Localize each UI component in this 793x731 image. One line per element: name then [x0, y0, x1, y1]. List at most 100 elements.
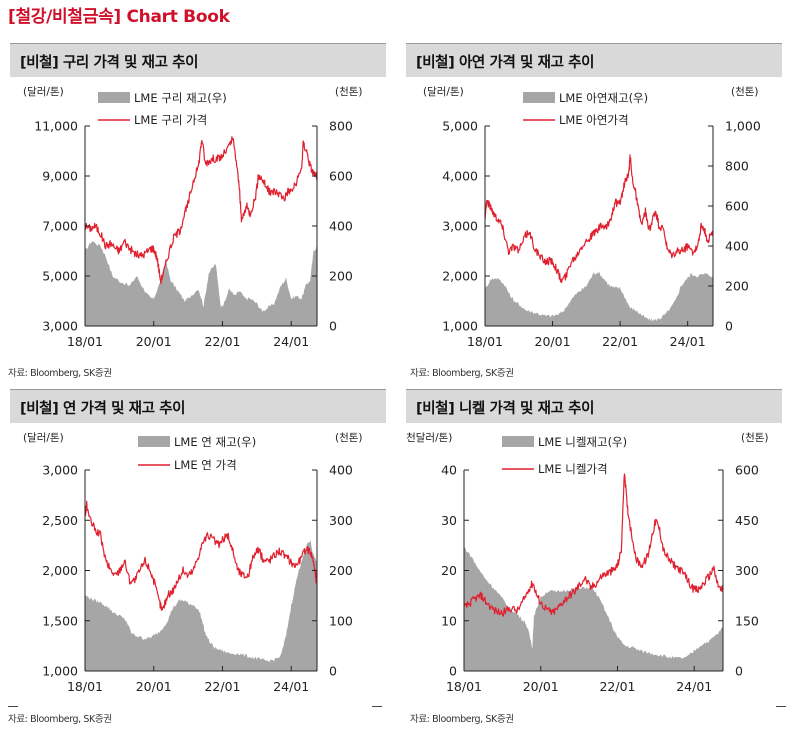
legend-swatch-inventory [98, 92, 130, 103]
panel-header: [비철] 니켈 가격 및 재고 추이 [406, 389, 782, 423]
x-tick-label: 24/01 [273, 679, 309, 694]
y-right-tick-label: 600 [329, 169, 353, 184]
y-left-tick-label: 0 [449, 664, 457, 679]
left-unit-label: (달러/톤) [23, 432, 64, 444]
y-right-tick-label: 600 [725, 199, 749, 214]
y-left-tick-label: 1,500 [42, 613, 78, 628]
legend-label-inventory: LME 니켈재고(우) [538, 435, 627, 449]
y-left-tick-label: 5,000 [42, 269, 78, 284]
source-lead: 자료: Bloomberg, SK증권 [8, 714, 112, 725]
y-left-tick-label: 5,000 [442, 119, 478, 134]
y-left-tick-label: 4,000 [442, 169, 478, 184]
y-left-tick-label: 10 [441, 613, 457, 628]
chart-panel-copper: [비철] 구리 가격 및 재고 추이 (달러/톤) (천톤) 11,000 9,000… [10, 43, 386, 373]
x-tick-label: 18/01 [67, 334, 103, 349]
y-left-tick-label: 3,000 [42, 463, 78, 478]
price-line [463, 473, 724, 617]
x-tick-label: 24/01 [676, 679, 712, 694]
y-left-tick-label: 7,000 [42, 219, 78, 234]
y-left-tick-label: 9,000 [42, 169, 78, 184]
y-right-tick-label: 300 [735, 563, 759, 578]
legend-swatch-inventory [502, 436, 534, 447]
x-tick-label: 18/01 [446, 679, 482, 694]
left-unit-label: (달러/톤) [423, 86, 464, 98]
price-line [484, 154, 714, 284]
chart-title-copper: [비철] 구리 가격 및 재고 추이 [20, 55, 199, 71]
y-left-tick-label: 3,000 [442, 219, 478, 234]
y-right-tick-label: 450 [735, 513, 759, 528]
source-copper: 자료: Bloomberg, SK증권 [8, 368, 112, 379]
y-right-tick-label: 800 [725, 159, 749, 174]
left-unit-label: (천달러/톤) [406, 432, 452, 444]
chart-lead: (달러/톤) (천톤) 3,000 2,500 2,000 1,500 1,000 400 30… [23, 432, 363, 694]
right-unit-label: (천톤) [335, 86, 363, 98]
legend-label-price: LME 니켈가격 [538, 462, 608, 476]
chart-panel-zinc: [비철] 아연 가격 및 재고 추이 (달러/톤) (천톤) 5,000 4,000 3… [406, 43, 782, 373]
legend-label-price: LME 구리 가격 [134, 113, 207, 127]
x-tick-label: 22/01 [204, 679, 240, 694]
y-right-tick-label: 300 [329, 513, 353, 528]
x-tick-label: 22/01 [204, 334, 240, 349]
y-right-tick-label: 100 [329, 613, 353, 628]
y-left-tick-label: 2,500 [42, 513, 78, 528]
legend-swatch-inventory [138, 436, 170, 447]
y-right-tick-label: 600 [735, 463, 759, 478]
source-zinc: 자료: Bloomberg, SK증권 [410, 368, 514, 379]
right-unit-label: (천톤) [731, 86, 759, 98]
legend-label-price: LME 아연가격 [559, 113, 629, 127]
left-unit-label: (달러/톤) [23, 86, 64, 98]
divider-mark [8, 706, 18, 707]
y-left-tick-label: 20 [441, 563, 457, 578]
chart-title-nickel: [비철] 니켈 가격 및 재고 추이 [416, 401, 595, 417]
y-right-tick-label: 1,000 [725, 119, 761, 134]
y-right-tick-label: 0 [735, 664, 743, 679]
y-right-tick-label: 200 [329, 269, 353, 284]
inventory-area [464, 546, 723, 671]
chart-title-zinc: [비철] 아연 가격 및 재고 추이 [416, 55, 595, 71]
x-tick-label: 22/01 [599, 679, 635, 694]
panel-header: [비철] 연 가격 및 재고 추이 [10, 389, 386, 423]
inventory-area [485, 271, 713, 326]
legend-swatch-inventory [523, 92, 555, 103]
price-line [84, 500, 318, 611]
y-left-tick-label: 1,000 [42, 664, 78, 679]
y-right-tick-label: 150 [735, 613, 759, 628]
divider-mark [776, 706, 786, 707]
inventory-area [85, 540, 317, 671]
y-right-tick-label: 200 [725, 279, 749, 294]
x-tick-label: 24/01 [273, 334, 309, 349]
chart-panel-lead: [비철] 연 가격 및 재고 추이 (달러/톤) (천톤) 3,000 2,500 2,… [10, 389, 386, 719]
y-right-tick-label: 800 [329, 119, 353, 134]
legend-label-inventory: LME 연 재고(우) [174, 435, 256, 449]
x-tick-label: 24/01 [670, 334, 706, 349]
price-line [84, 136, 318, 285]
y-right-tick-label: 0 [329, 319, 337, 334]
chart-title-lead: [비철] 연 가격 및 재고 추이 [20, 401, 186, 417]
inventory-area [85, 241, 317, 326]
y-right-tick-label: 400 [329, 219, 353, 234]
legend-label-price: LME 연 가격 [174, 458, 237, 472]
x-tick-label: 18/01 [467, 334, 503, 349]
legend-label-inventory: LME 구리 재고(우) [134, 91, 227, 105]
y-left-tick-label: 1,000 [442, 319, 478, 334]
chart-zinc: (달러/톤) (천톤) 5,000 4,000 3,000 2,000 1,000 1,000… [423, 86, 761, 349]
x-tick-label: 20/01 [523, 679, 559, 694]
y-right-tick-label: 400 [725, 239, 749, 254]
y-right-tick-label: 200 [329, 563, 353, 578]
panel-header: [비철] 구리 가격 및 재고 추이 [10, 43, 386, 77]
source-nickel: 자료: Bloomberg, SK증권 [410, 714, 514, 725]
legend-label-inventory: LME 아연재고(우) [559, 91, 648, 105]
y-left-tick-label: 3,000 [42, 319, 78, 334]
x-tick-label: 18/01 [67, 679, 103, 694]
x-tick-label: 20/01 [136, 679, 172, 694]
y-right-tick-label: 0 [329, 664, 337, 679]
y-right-tick-label: 0 [725, 319, 733, 334]
y-left-tick-label: 11,000 [34, 119, 78, 134]
x-tick-label: 20/01 [136, 334, 172, 349]
divider-mark [372, 706, 382, 707]
chart-copper: (달러/톤) (천톤) 11,000 9,000 7,000 5,000 3,000 800 6… [23, 86, 363, 349]
y-right-tick-label: 400 [329, 463, 353, 478]
y-left-tick-label: 2,000 [42, 563, 78, 578]
right-unit-label: (천톤) [335, 432, 363, 444]
